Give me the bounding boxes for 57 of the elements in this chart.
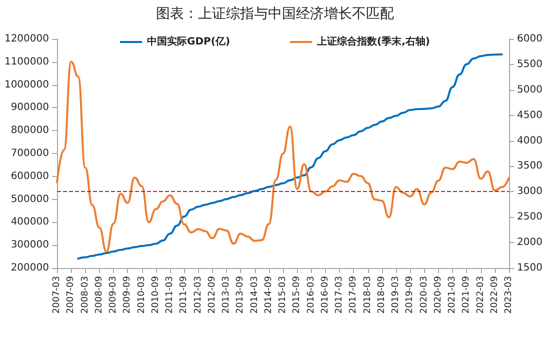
x-tick-label: 2010-09 (150, 276, 161, 314)
x-tick-label: 2009-09 (122, 276, 133, 314)
y2-tick-label: 5000 (517, 84, 542, 96)
y-tick-label: 500000 (10, 194, 49, 205)
y2-tick-label: 2000 (517, 237, 542, 248)
x-tick-label: 2011-03 (165, 276, 175, 314)
y2-tick-label: 4000 (517, 135, 542, 146)
x-tick-label: 2018-09 (376, 276, 387, 314)
x-tick-label: 2008-09 (94, 276, 104, 314)
x-tick-label: 2016-09 (320, 276, 330, 314)
y2-tick-label: 1500 (517, 262, 542, 274)
x-tick-label: 2012-09 (207, 276, 218, 314)
legend-label: 上证综合指数(季末,右轴) (316, 36, 430, 48)
x-tick-label: 2016-03 (306, 276, 316, 314)
y-tick-label: 200000 (10, 262, 49, 274)
y2-tick-label: 2500 (517, 212, 542, 223)
x-tick-label: 2014-09 (264, 276, 274, 314)
x-tick-label: 2022-03 (476, 276, 486, 314)
x-tick-label: 2015-09 (292, 276, 302, 314)
x-tick-label: 2017-09 (348, 276, 359, 314)
y-tick-label: 1100000 (4, 56, 49, 68)
y-tick-label: 1000000 (4, 79, 49, 90)
y-tick-label: 1200000 (4, 34, 49, 44)
x-tick-label: 2022-09 (490, 276, 500, 314)
x-tick-label: 2019-09 (405, 276, 416, 314)
x-tick-label: 2019-03 (391, 276, 401, 314)
y-tick-label: 900000 (10, 102, 49, 114)
x-tick-label: 2013-03 (222, 276, 232, 314)
x-tick-label: 2023-03 (504, 276, 514, 314)
x-tick-label: 2020-09 (433, 276, 444, 314)
y-tick-label: 400000 (10, 216, 49, 228)
y2-tick-label: 3500 (517, 160, 542, 172)
y2-tick-label: 4500 (517, 110, 542, 121)
x-tick-label: 2012-03 (193, 276, 204, 314)
x-tick-label: 2009-03 (108, 276, 118, 314)
y-tick-label: 700000 (10, 148, 49, 159)
x-tick-label: 2010-03 (136, 276, 147, 314)
chart-title: 图表：上证综指与中国经济增长不匹配 (156, 6, 394, 22)
x-tick-label: 2008-03 (80, 276, 90, 314)
x-tick-label: 2011-09 (179, 276, 190, 314)
x-tick-label: 2014-03 (250, 276, 260, 314)
y-tick-label: 300000 (10, 240, 49, 251)
x-tick-label: 2021-03 (448, 276, 458, 314)
x-tick-label: 2013-09 (236, 276, 246, 314)
y2-tick-label: 6000 (517, 34, 542, 44)
x-tick-label: 2021-09 (462, 276, 472, 314)
y2-tick-label: 3000 (517, 186, 542, 198)
x-tick-label: 2015-03 (278, 276, 288, 314)
x-tick-label: 2007-09 (66, 276, 76, 314)
x-tick-label: 2007-03 (52, 276, 62, 314)
legend-label: 中国实际GDP(亿) (147, 36, 230, 48)
x-tick-label: 2020-03 (419, 276, 430, 314)
y-tick-label: 600000 (10, 170, 49, 182)
y2-tick-label: 5500 (517, 58, 542, 70)
y-tick-label: 800000 (10, 125, 49, 136)
x-tick-label: 2018-03 (362, 276, 373, 314)
x-tick-label: 2017-03 (334, 276, 344, 314)
